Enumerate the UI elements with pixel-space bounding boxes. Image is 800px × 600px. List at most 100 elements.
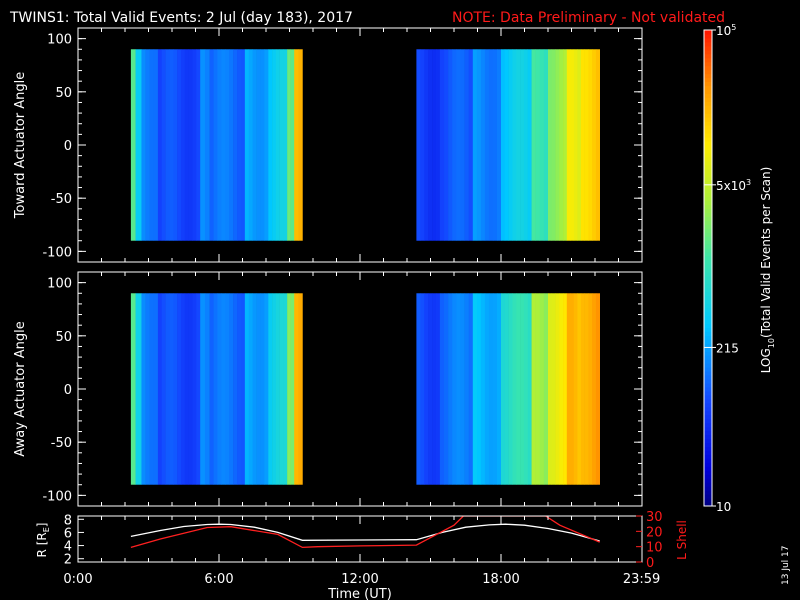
colorbar-segment — [704, 49, 712, 55]
heatmap-cell — [570, 293, 575, 485]
heatmap-cell — [563, 49, 568, 241]
x-tick-label: 23:59 — [623, 572, 660, 587]
colorbar-tick-label: 5x103 — [716, 178, 751, 193]
heatmap-cell — [233, 293, 238, 485]
heatmap-cell — [204, 293, 210, 485]
heatmap-cell — [141, 49, 146, 241]
heatmap-cell — [225, 293, 230, 485]
colorbar-segment — [704, 172, 712, 178]
colorbar-segment — [704, 121, 712, 126]
y-tick-label: -100 — [42, 245, 72, 260]
colorbar-segment — [704, 390, 712, 396]
heatmap-cell — [209, 293, 214, 485]
colorbar-segment — [704, 470, 712, 475]
heatmap-cell — [496, 293, 502, 485]
colorbar-segment — [704, 164, 712, 170]
colorbar-segment — [704, 93, 712, 98]
figure-title: TWINS1: Total Valid Events: 2 Jul (day 1… — [9, 10, 353, 26]
heatmap-cell — [508, 293, 513, 485]
heatmap-cell — [279, 293, 284, 485]
colorbar-segment — [704, 156, 712, 162]
colorbar-segment — [704, 271, 712, 277]
heatmap-cell — [559, 49, 564, 241]
y-tick-label: 100 — [47, 33, 72, 48]
colorbar-segment — [704, 97, 712, 102]
heatmap-cell — [169, 49, 174, 241]
colorbar-segment — [704, 379, 712, 384]
colorbar-segment — [704, 323, 712, 328]
heatmap-cell — [520, 49, 525, 241]
heatmap-cell — [272, 293, 277, 485]
heatmap-cell — [229, 293, 234, 485]
colorbar-segment — [704, 149, 712, 154]
colorbar-segment — [704, 65, 712, 71]
heatmap-cell — [161, 49, 166, 241]
heatmap-cell — [192, 49, 197, 241]
colorbar-segment — [704, 402, 712, 408]
heatmap-cell — [188, 293, 193, 485]
heatmap-cell — [595, 49, 600, 241]
heatmap-cells — [130, 293, 600, 485]
heatmap-cell — [130, 293, 136, 485]
heatmap-cell — [287, 293, 291, 485]
heatmap-cell — [260, 293, 265, 485]
x-tick-label: 0:00 — [63, 572, 92, 587]
y-tick-label: 100 — [47, 277, 72, 292]
colorbar-segment — [704, 327, 712, 332]
heatmap-cell — [588, 49, 593, 241]
heatmap-cell — [508, 49, 513, 241]
right-axis-label: L Shell — [675, 520, 689, 560]
colorbar-segment — [704, 77, 712, 83]
colorbar-segment — [704, 410, 712, 416]
heatmap-cell — [240, 49, 246, 241]
colorbar-segment — [704, 418, 712, 424]
heatmap-cell — [543, 49, 549, 241]
heatmap-cell — [476, 293, 482, 485]
heatmap-cell — [492, 293, 498, 485]
colorbar-segment — [704, 426, 712, 432]
heatmap-cell — [539, 293, 545, 485]
heatmap-cell — [504, 293, 509, 485]
colorbar-segment — [704, 220, 712, 225]
colorbar-segment — [704, 474, 712, 479]
heatmap-cell — [157, 293, 163, 485]
heatmap-cell — [516, 49, 521, 241]
heatmap-cell — [294, 293, 299, 485]
heatmap-cell — [180, 49, 186, 241]
heatmap-cell — [570, 49, 575, 241]
colorbar-segment — [704, 168, 712, 174]
colorbar-segment — [704, 498, 712, 503]
heatmap-cell — [165, 49, 170, 241]
colorbar-segment — [704, 192, 712, 198]
colorbar-segment — [704, 375, 712, 380]
heatmap-cell — [275, 293, 280, 485]
colorbar-segment — [704, 160, 712, 166]
heatmap-cell — [551, 49, 556, 241]
heatmap-cell — [256, 293, 261, 485]
heatmap-cell — [496, 49, 502, 241]
colorbar-segment — [704, 244, 712, 249]
heatmap-cell — [213, 293, 218, 485]
heatmap-cell — [420, 293, 425, 485]
right-tick-label: 20 — [646, 525, 663, 540]
heatmap-cell — [456, 49, 461, 241]
heatmap-cell — [464, 49, 469, 241]
left-tick-label: 4 — [64, 540, 72, 555]
colorbar-segment — [704, 260, 712, 265]
heatmap-cell — [200, 293, 206, 485]
colorbar-segment — [704, 224, 712, 229]
lshell-series-line — [130, 516, 600, 549]
heatmap-cell — [592, 293, 597, 485]
heatmap-cell — [145, 49, 150, 241]
heatmap-cell — [135, 293, 142, 485]
y-tick-label: 50 — [55, 86, 72, 101]
heatmap-cell — [184, 293, 189, 485]
left-tick-label: 2 — [64, 553, 72, 568]
colorbar-segment — [704, 145, 712, 150]
heatmap-cell — [283, 49, 288, 241]
heatmap-cell — [290, 49, 295, 241]
colorbar-segment — [704, 141, 712, 146]
colorbar-segment — [704, 125, 712, 130]
heatmap-cell — [240, 293, 246, 485]
